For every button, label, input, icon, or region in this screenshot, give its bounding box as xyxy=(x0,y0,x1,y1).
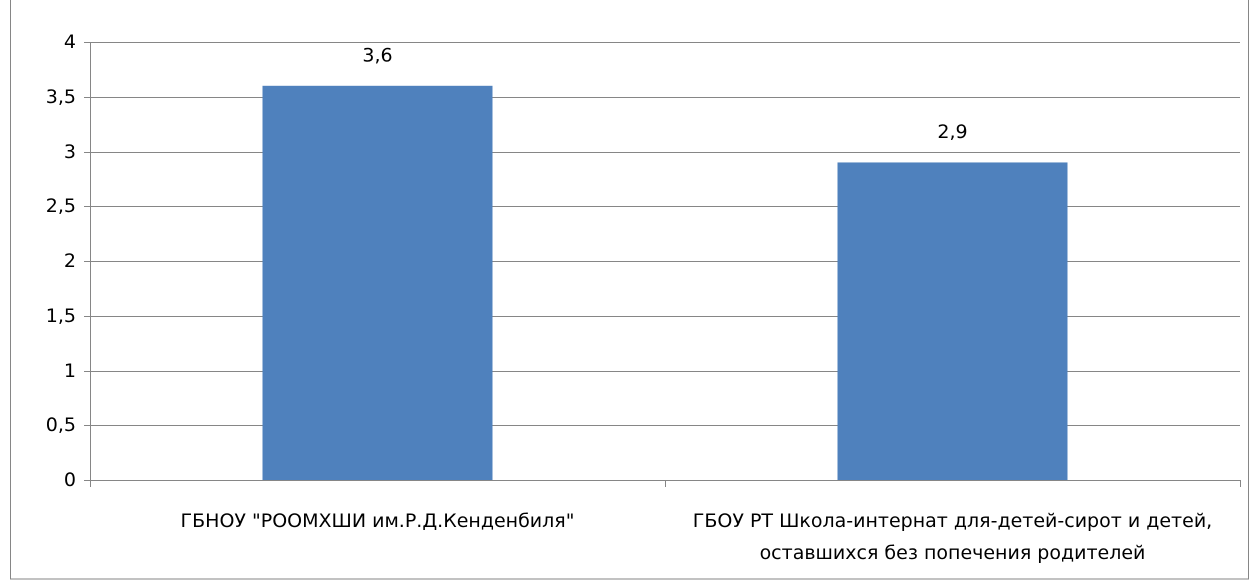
y-tick-label: 0,5 xyxy=(46,414,76,436)
data-label: 2,9 xyxy=(937,121,967,143)
bar xyxy=(262,85,493,481)
x-tick-label: ГБОУ РТ Школа-интернат для-детей-сирот и… xyxy=(692,510,1213,564)
y-tick-label: 2,5 xyxy=(46,195,76,217)
y-tick-label: 2 xyxy=(64,250,76,272)
y-tick-label: 3 xyxy=(64,141,76,163)
data-label: 3,6 xyxy=(362,44,392,66)
x-tick-label: ГБНОУ "РООМХШИ им.Р.Д.Кенденбиля" xyxy=(180,510,575,532)
y-tick-label: 1,5 xyxy=(46,305,76,327)
y-tick-label: 0 xyxy=(64,469,76,491)
y-tick-label: 4 xyxy=(64,31,76,53)
y-tick-label: 1 xyxy=(64,360,76,382)
y-tick-label: 3,5 xyxy=(46,86,76,108)
chart-border xyxy=(10,0,1249,580)
bar xyxy=(837,162,1068,480)
